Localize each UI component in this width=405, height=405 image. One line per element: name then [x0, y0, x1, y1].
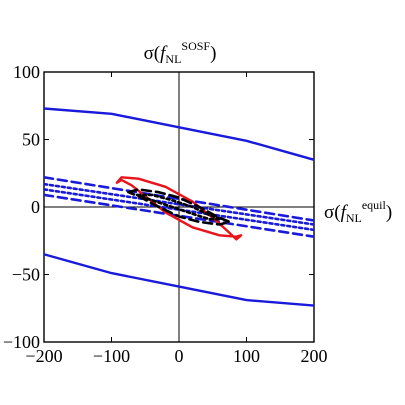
series-line-3 [44, 176, 314, 222]
x-tick-label: 100 [233, 346, 260, 366]
y-axis-title: σ(fNLSOSF) [144, 39, 217, 66]
x-tick-label: −100 [93, 346, 130, 366]
series-line-6 [44, 188, 314, 232]
y-tick-label: 100 [13, 62, 40, 82]
series-line-5 [44, 182, 314, 226]
series-line-9 [135, 193, 223, 221]
y-tick-label: −100 [3, 332, 40, 352]
y-tick-label: −50 [12, 265, 40, 285]
x-axis-title: σ(fNLequil) [324, 198, 392, 225]
x-tick-label: 200 [301, 346, 328, 366]
series-line-2 [44, 253, 314, 307]
series-line-4 [44, 193, 314, 238]
y-tick-label: 50 [22, 130, 40, 150]
series-layer [44, 107, 314, 307]
series-line-8 [127, 188, 231, 226]
x-tick-label: 0 [175, 346, 184, 366]
series-line-1 [44, 107, 314, 161]
series-line-7 [115, 176, 243, 241]
y-tick-label: 0 [31, 197, 40, 217]
x-tick-label: −200 [25, 346, 62, 366]
